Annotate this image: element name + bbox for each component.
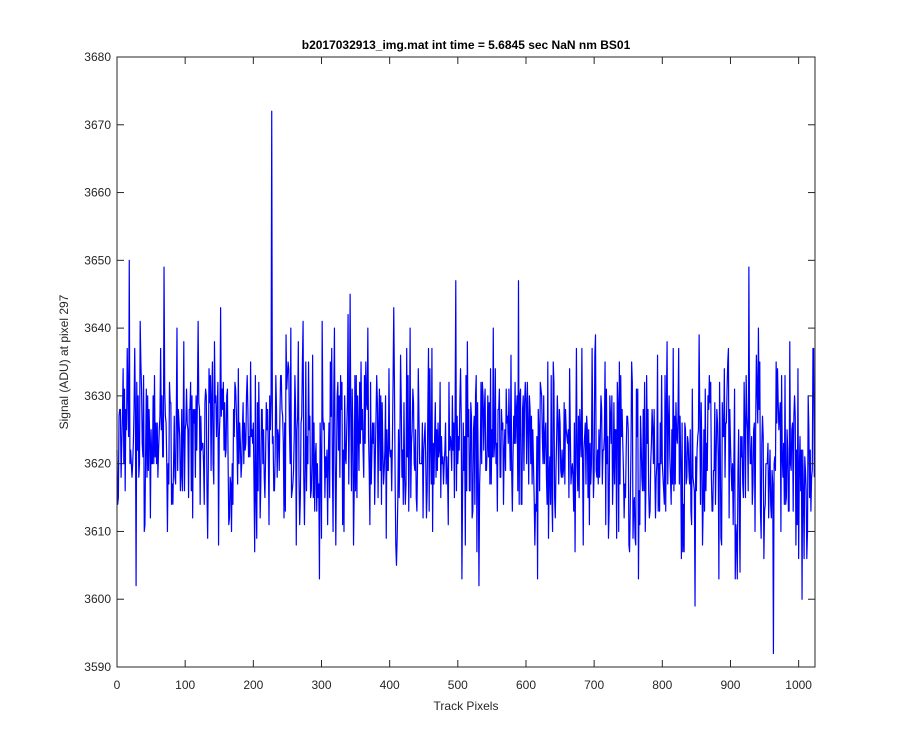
y-tick-label: 3640 xyxy=(84,321,111,335)
x-tick-label: 500 xyxy=(448,678,468,692)
y-tick-label: 3650 xyxy=(84,253,111,267)
x-tick-label: 800 xyxy=(652,678,672,692)
y-tick-label: 3590 xyxy=(84,660,111,674)
x-tick-label: 0 xyxy=(114,678,121,692)
x-tick-label: 600 xyxy=(516,678,536,692)
x-tick-label: 1000 xyxy=(785,678,812,692)
x-tick-label: 100 xyxy=(175,678,195,692)
y-tick-label: 3660 xyxy=(84,186,111,200)
y-axis-label: Signal (ADU) at pixel 297 xyxy=(57,294,71,429)
x-tick-label: 400 xyxy=(380,678,400,692)
axes-box xyxy=(116,56,816,668)
x-tick-label: 900 xyxy=(720,678,740,692)
y-tick-label: 3680 xyxy=(84,50,111,64)
y-tick-label: 3630 xyxy=(84,389,111,403)
y-tick-label: 3610 xyxy=(84,524,111,538)
x-tick-label: 300 xyxy=(311,678,331,692)
series-layer xyxy=(116,110,815,655)
x-axis-label: Track Pixels xyxy=(434,699,499,713)
axes-layer xyxy=(116,56,816,668)
plot-area xyxy=(117,57,815,667)
ticks-layer: 0 100 200 300 400 500 600 700 800 900 1000 3590 3600… xyxy=(84,50,815,692)
x-tick-label: 200 xyxy=(243,678,263,692)
y-tick-label: 3600 xyxy=(84,592,111,606)
y-tick-label: 3670 xyxy=(84,118,111,132)
y-tick-label: 3620 xyxy=(84,457,111,471)
x-tick-label: 700 xyxy=(584,678,604,692)
series-line xyxy=(116,110,815,655)
chart-title: b2017032913_img.mat int time = 5.6845 se… xyxy=(302,38,631,52)
